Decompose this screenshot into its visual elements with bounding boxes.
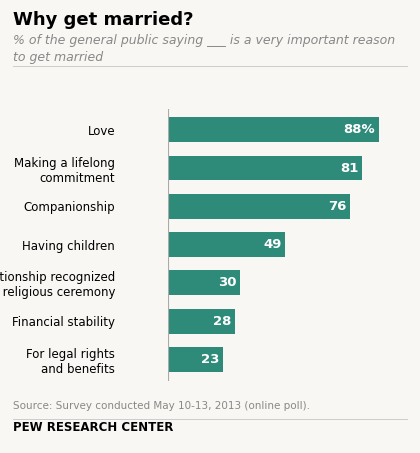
Bar bbox=[168, 156, 362, 180]
Text: PEW RESEARCH CENTER: PEW RESEARCH CENTER bbox=[13, 421, 173, 434]
Bar bbox=[168, 117, 379, 142]
Text: 88%: 88% bbox=[344, 123, 375, 136]
Text: 23: 23 bbox=[201, 353, 220, 366]
Bar bbox=[168, 232, 285, 257]
Text: % of the general public saying ___ is a very important reason
to get married: % of the general public saying ___ is a … bbox=[13, 34, 395, 64]
Text: 49: 49 bbox=[263, 238, 282, 251]
Text: 30: 30 bbox=[218, 276, 236, 289]
Bar bbox=[168, 309, 235, 333]
Text: 76: 76 bbox=[328, 200, 346, 213]
Text: 81: 81 bbox=[340, 162, 358, 174]
Text: Source: Survey conducted May 10-13, 2013 (online poll).: Source: Survey conducted May 10-13, 2013… bbox=[13, 401, 310, 411]
Text: Why get married?: Why get married? bbox=[13, 11, 193, 29]
Bar bbox=[168, 194, 350, 219]
Bar bbox=[168, 270, 240, 295]
Bar bbox=[168, 347, 223, 372]
Text: 28: 28 bbox=[213, 315, 231, 328]
